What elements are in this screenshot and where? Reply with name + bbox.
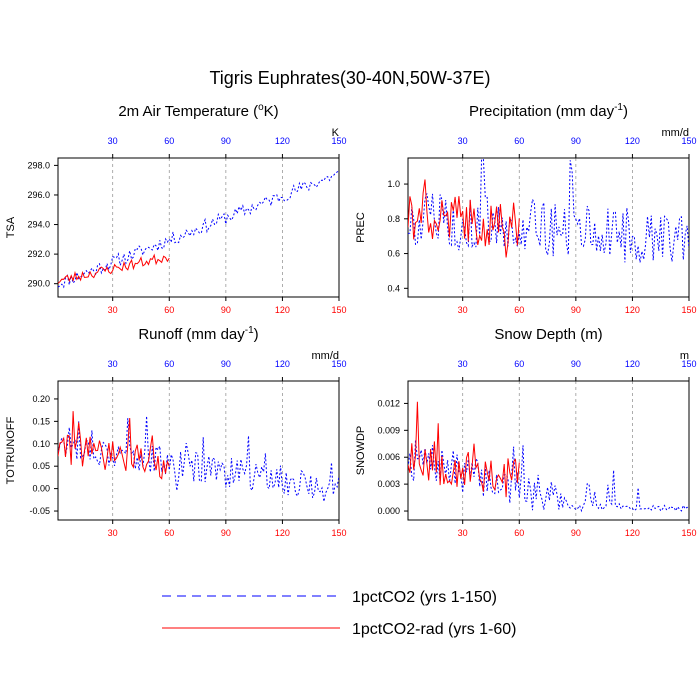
- series-line-snowdp-1pctCO2: [408, 440, 689, 513]
- x-tick-label-top-tsa: 90: [221, 136, 231, 146]
- series-line-prec-1pctCO2-rad: [408, 179, 520, 258]
- plot-frame-prec: [407, 157, 690, 298]
- x-tick-label-top-prec: 90: [571, 136, 581, 146]
- y-tick-label-runoff: 0.20: [32, 394, 50, 404]
- y-tick-label-runoff: 0.00: [32, 484, 50, 494]
- x-tick-label-top-snowdp: 60: [514, 359, 524, 369]
- series-line-snowdp-1pctCO2-rad: [408, 401, 520, 498]
- x-tick-label-top-runoff: 90: [221, 359, 231, 369]
- x-tick-label-top-prec: 150: [681, 136, 696, 146]
- x-tick-label-bottom-snowdp: 90: [571, 528, 581, 538]
- series-line-tsa-1pctCO2-rad: [58, 253, 170, 284]
- x-tick-label-bottom-tsa: 150: [331, 305, 346, 315]
- y-tick-label-runoff: -0.05: [29, 506, 50, 516]
- x-tick-label-bottom-prec: 120: [625, 305, 640, 315]
- x-tick-label-top-snowdp: 120: [625, 359, 640, 369]
- x-tick-label-bottom-runoff: 120: [275, 528, 290, 538]
- y-tick-label-tsa: 296.0: [27, 190, 50, 200]
- panel-tsa: 2m Air Temperature (oK) K 30 30 60 60 90 90 120 1…: [5, 102, 347, 315]
- x-tick-label-top-runoff: 150: [331, 359, 346, 369]
- figure-title: Tigris Euphrates(30-40N,50W-37E): [209, 68, 490, 88]
- y-tick-label-runoff: 0.15: [32, 416, 50, 426]
- x-tick-label-bottom-prec: 150: [681, 305, 696, 315]
- x-tick-label-top-prec: 30: [458, 136, 468, 146]
- x-tick-label-top-tsa: 120: [275, 136, 290, 146]
- panel-snowdp: Snow Depth (m) m 30 30 60 60 90 90 120 120 150 150 0…: [355, 326, 697, 538]
- panel-runoff: Runoff (mm day-1) mm/d 30 30 60 60 90 90 120 120 1…: [5, 325, 347, 538]
- x-tick-label-bottom-snowdp: 120: [625, 528, 640, 538]
- y-tick-label-tsa: 290.0: [27, 279, 50, 289]
- units-label-prec: mm/d: [662, 127, 690, 139]
- series-line-runoff-1pctCO2-rad: [58, 411, 170, 480]
- x-tick-label-bottom-snowdp: 150: [681, 528, 696, 538]
- x-tick-label-bottom-snowdp: 30: [458, 528, 468, 538]
- x-tick-label-top-snowdp: 30: [458, 359, 468, 369]
- x-tick-label-bottom-prec: 90: [571, 305, 581, 315]
- x-tick-label-top-tsa: 30: [108, 136, 118, 146]
- y-tick-label-prec: 0.4: [387, 283, 400, 293]
- panel-title-snowdp: Snow Depth (m): [494, 326, 602, 343]
- units-label-snowdp: m: [680, 350, 689, 362]
- y-tick-label-tsa: 292.0: [27, 249, 50, 259]
- x-tick-label-bottom-snowdp: 60: [514, 528, 524, 538]
- x-tick-label-top-snowdp: 150: [681, 359, 696, 369]
- panel-title-runoff: Runoff (mm day-1): [138, 325, 258, 343]
- x-tick-label-bottom-runoff: 150: [331, 528, 346, 538]
- x-tick-label-bottom-tsa: 30: [108, 305, 118, 315]
- panel-prec: Precipitation (mm day-1) mm/d 30 30 60 60 90 90…: [355, 102, 697, 315]
- x-tick-label-bottom-tsa: 120: [275, 305, 290, 315]
- y-tick-label-snowdp: 0.009: [377, 425, 400, 435]
- y-axis-label-snowdp: SNOWDP: [355, 426, 367, 476]
- x-tick-label-bottom-prec: 60: [514, 305, 524, 315]
- legend-label-1pctCO2-rad: 1pctCO2-rad (yrs 1-60): [352, 621, 517, 638]
- y-tick-label-snowdp: 0.003: [377, 479, 400, 489]
- panels: 2m Air Temperature (oK) K 30 30 60 60 90 90 120 1…: [5, 102, 697, 538]
- y-tick-label-prec: 0.6: [387, 249, 400, 259]
- x-tick-label-bottom-runoff: 60: [164, 528, 174, 538]
- y-tick-label-prec: 1.0: [387, 179, 400, 189]
- y-tick-label-tsa: 294.0: [27, 220, 50, 230]
- plot-frame-snowdp: [407, 380, 690, 521]
- y-tick-label-snowdp: 0.012: [377, 398, 400, 408]
- x-tick-label-top-runoff: 120: [275, 359, 290, 369]
- x-tick-label-top-prec: 120: [625, 136, 640, 146]
- panel-title-tsa: 2m Air Temperature (oK): [118, 102, 278, 120]
- y-axis-label-prec: PREC: [355, 212, 367, 243]
- x-tick-label-top-runoff: 30: [108, 359, 118, 369]
- y-axis-label-tsa: TSA: [5, 216, 17, 238]
- plot-frame-tsa: [57, 157, 340, 298]
- legend-label-1pctCO2: 1pctCO2 (yrs 1-150): [352, 589, 497, 606]
- units-label-runoff: mm/d: [312, 350, 340, 362]
- y-axis-label-runoff: TOTRUNOFF: [5, 416, 17, 484]
- x-tick-label-top-runoff: 60: [164, 359, 174, 369]
- y-tick-label-prec: 0.8: [387, 214, 400, 224]
- x-tick-label-top-tsa: 150: [331, 136, 346, 146]
- y-tick-label-snowdp: 0.006: [377, 452, 400, 462]
- legend: 1pctCO2 (yrs 1-150) 1pctCO2-rad (yrs 1-6…: [162, 589, 517, 638]
- x-tick-label-bottom-runoff: 30: [108, 528, 118, 538]
- x-tick-label-top-prec: 60: [514, 136, 524, 146]
- y-tick-label-tsa: 298.0: [27, 160, 50, 170]
- y-tick-label-snowdp: 0.000: [377, 506, 400, 516]
- y-tick-label-runoff: 0.05: [32, 461, 50, 471]
- x-tick-label-top-tsa: 60: [164, 136, 174, 146]
- y-tick-label-runoff: 0.10: [32, 439, 50, 449]
- x-tick-label-top-snowdp: 90: [571, 359, 581, 369]
- x-tick-label-bottom-tsa: 90: [221, 305, 231, 315]
- units-label-tsa: K: [332, 127, 340, 139]
- series-line-prec-1pctCO2: [408, 158, 689, 263]
- x-tick-label-bottom-prec: 30: [458, 305, 468, 315]
- x-tick-label-bottom-runoff: 90: [221, 528, 231, 538]
- panel-title-prec: Precipitation (mm day-1): [469, 102, 628, 120]
- x-tick-label-bottom-tsa: 60: [164, 305, 174, 315]
